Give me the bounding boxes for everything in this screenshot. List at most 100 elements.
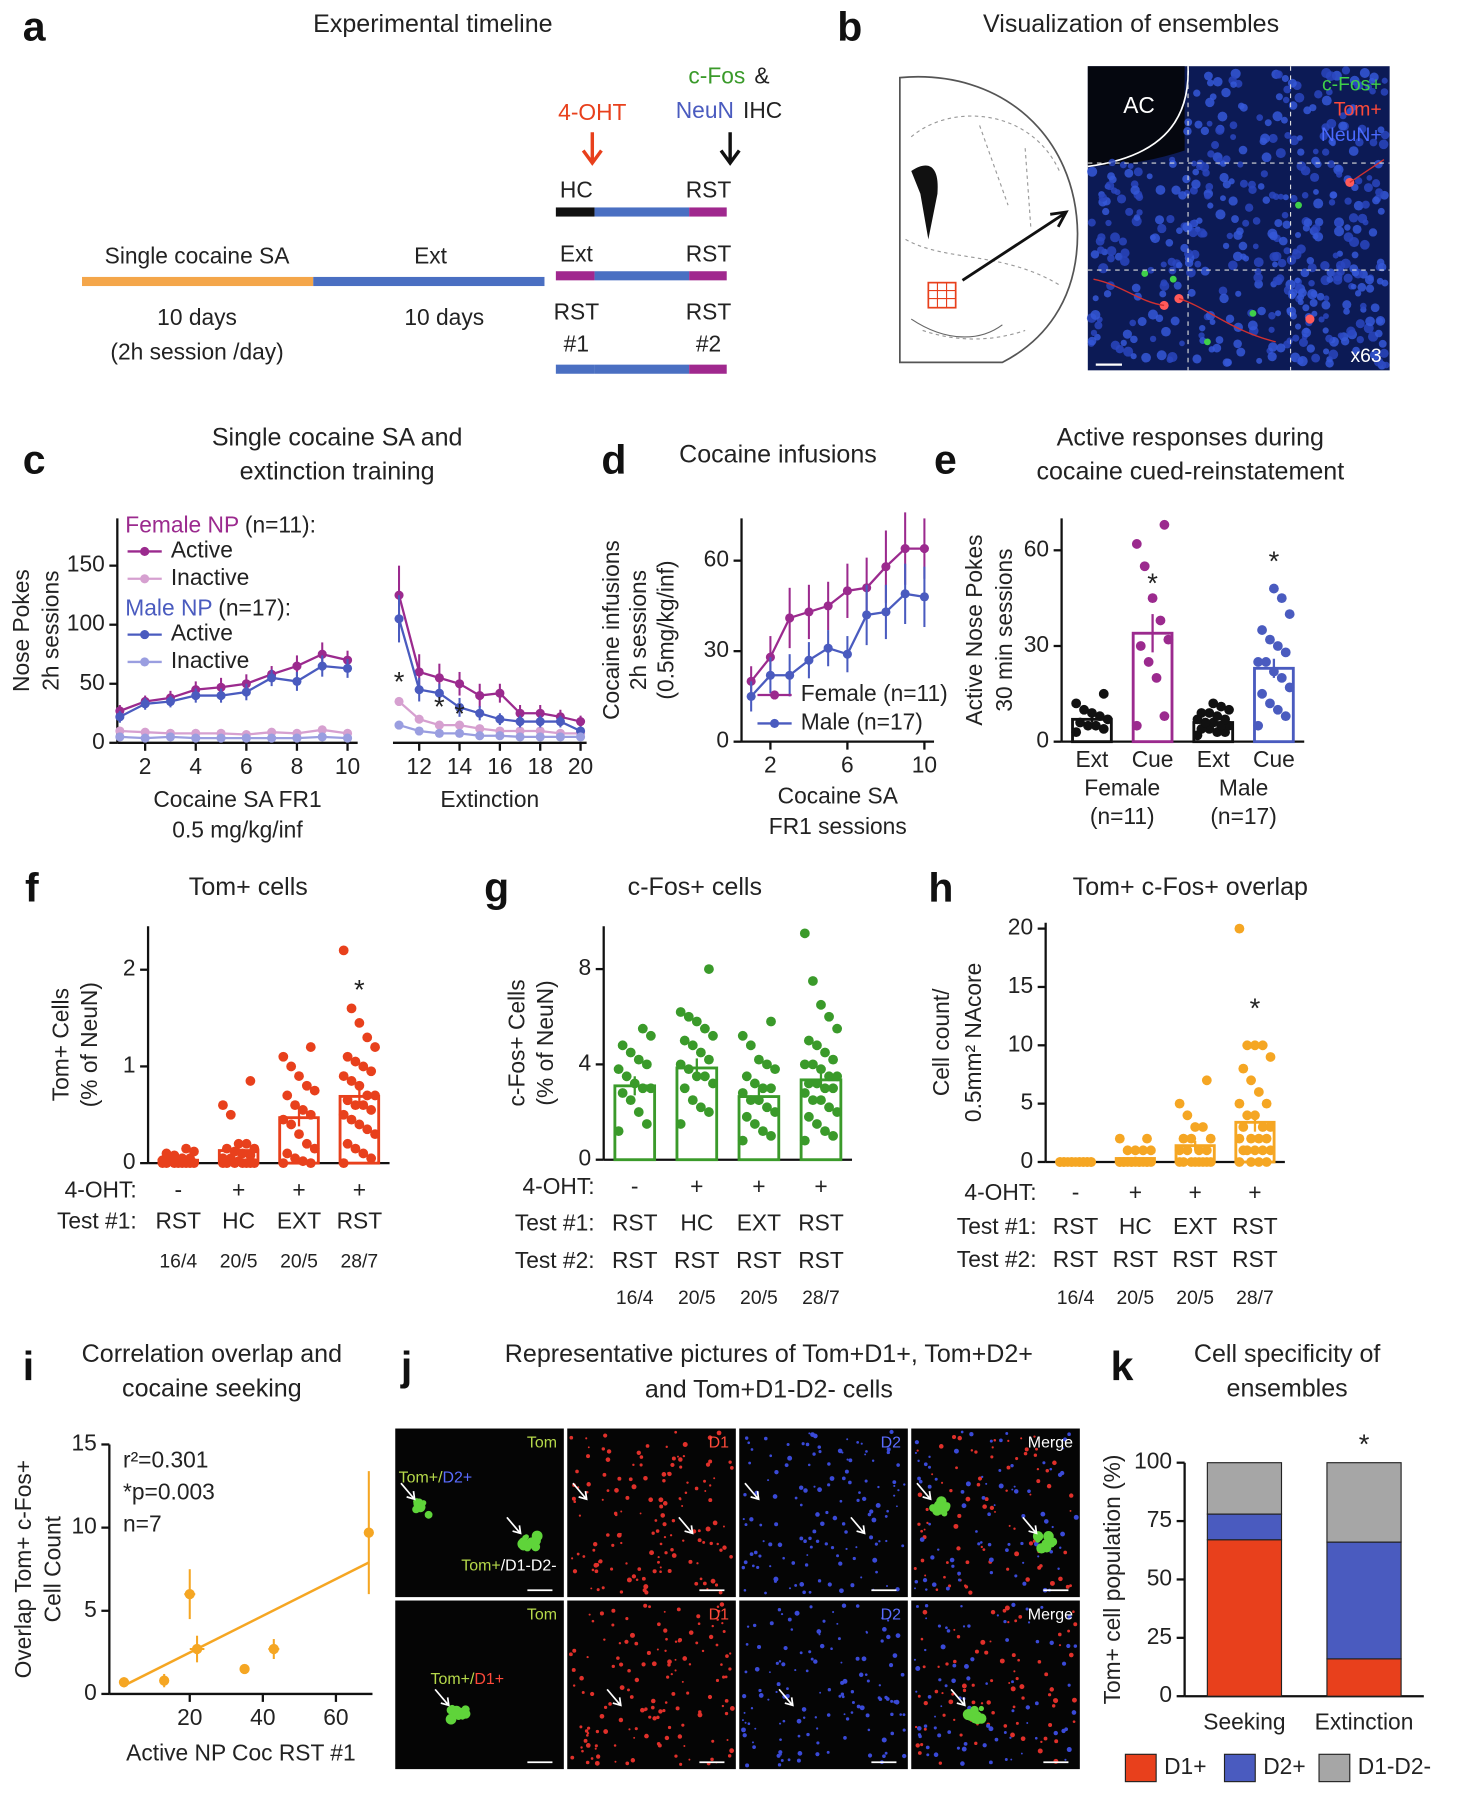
data-point [1220, 714, 1230, 725]
nucleus [1105, 219, 1112, 227]
signal [674, 1640, 678, 1643]
signal [583, 1738, 588, 1743]
signal [741, 1565, 746, 1570]
signal [964, 1585, 969, 1589]
signal [727, 1754, 732, 1758]
signal [671, 1553, 677, 1558]
data-point [184, 1589, 195, 1600]
signal [980, 1639, 986, 1645]
nucleus [1102, 207, 1110, 216]
row-cell: + [752, 1173, 765, 1199]
signal [877, 1485, 880, 1489]
signal [608, 1702, 612, 1706]
nucleus [1103, 290, 1112, 298]
y-axis-label: 2h sessions [625, 570, 651, 690]
signal [993, 1504, 996, 1507]
data-point [309, 1143, 320, 1154]
signal [586, 1454, 591, 1459]
y-tick-label: 0 [123, 1148, 136, 1174]
data-point [1131, 539, 1142, 549]
signal [677, 1639, 681, 1643]
data-point [842, 649, 852, 659]
signal [1049, 1580, 1055, 1586]
nucleus [1291, 249, 1302, 260]
y-tick-label: 10 [1008, 1030, 1033, 1056]
data-point [1066, 1157, 1077, 1167]
series-line [119, 735, 348, 740]
nucleus [1377, 207, 1385, 215]
signal [767, 1479, 770, 1482]
channel-label: D1 [709, 1607, 730, 1624]
signal [611, 1664, 615, 1669]
data-point [282, 1090, 293, 1101]
nucleus [1313, 232, 1324, 242]
signal [752, 1623, 757, 1628]
category-label: Ext [1197, 746, 1231, 772]
group-label: RST [686, 177, 732, 203]
legend-label: Active [171, 536, 233, 562]
signal [974, 1741, 978, 1746]
signal [925, 1588, 928, 1591]
legend-label: D2+ [1263, 1753, 1305, 1779]
signal [675, 1706, 680, 1711]
signal [987, 1542, 992, 1547]
signal [625, 1495, 630, 1500]
nucleus [1321, 300, 1331, 310]
signal [1047, 1693, 1052, 1697]
data-point [475, 731, 485, 741]
signal [688, 1630, 694, 1635]
data-point [1114, 1133, 1125, 1144]
nucleus [1239, 103, 1248, 112]
nucleus [1096, 246, 1105, 254]
signal [769, 1565, 772, 1568]
y-tick-label: 100 [67, 610, 105, 636]
data-point [799, 1088, 810, 1098]
nucleus [1220, 195, 1226, 202]
signal [827, 1688, 832, 1692]
signal [729, 1652, 732, 1655]
signal [825, 1510, 829, 1515]
signal [639, 1455, 644, 1459]
data-point [346, 1114, 357, 1125]
nucleus [1356, 335, 1364, 344]
signal [776, 1682, 781, 1687]
signal [928, 1455, 931, 1459]
data-point [1234, 1133, 1245, 1144]
signal [681, 1680, 684, 1683]
signal [1009, 1736, 1012, 1739]
data-point [221, 1143, 232, 1154]
micrograph [567, 1600, 736, 1770]
signal [667, 1568, 672, 1573]
signal [605, 1457, 611, 1462]
signal [999, 1658, 1005, 1664]
nucleus [1130, 185, 1140, 195]
signal [616, 1532, 622, 1538]
signal [951, 1564, 955, 1568]
nucleus [1228, 260, 1238, 271]
nucleus [1332, 252, 1339, 259]
signal [886, 1447, 891, 1452]
signal [1019, 1684, 1025, 1690]
cell-label: Tom+/D1-D2- [461, 1558, 556, 1575]
signal [569, 1435, 574, 1440]
nucleus [1166, 356, 1174, 364]
signal [886, 1619, 890, 1622]
signal [648, 1605, 651, 1609]
signal [606, 1533, 610, 1537]
data-point [1234, 1098, 1245, 1109]
data-point [1250, 1145, 1260, 1156]
data-point [687, 1095, 698, 1106]
sample-grid [927, 281, 957, 309]
legend-marker [140, 630, 150, 640]
signal [777, 1542, 783, 1548]
signal [860, 1576, 863, 1579]
nucleus [1319, 132, 1328, 141]
annotation: * [1147, 568, 1158, 599]
nucleus [1182, 174, 1191, 184]
data-point [799, 1135, 810, 1146]
y-axis-label: 2h sessions [37, 570, 63, 690]
nucleus [1328, 199, 1336, 206]
data-point [309, 1085, 320, 1096]
